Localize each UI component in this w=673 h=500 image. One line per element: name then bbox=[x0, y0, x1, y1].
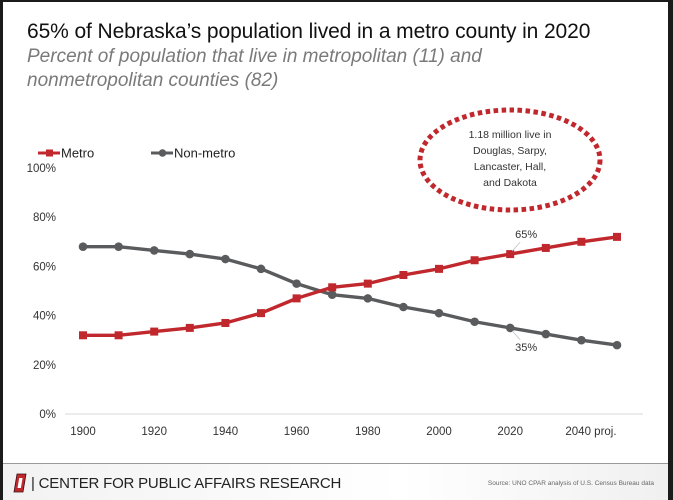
data-point bbox=[114, 331, 123, 340]
series-line bbox=[81, 235, 619, 337]
data-point bbox=[328, 283, 337, 292]
y-tick-label: 0% bbox=[39, 409, 56, 421]
annotations: 65% 35% bbox=[511, 229, 537, 354]
data-point bbox=[577, 237, 586, 246]
data-point bbox=[327, 290, 337, 299]
series-layer bbox=[78, 232, 622, 350]
data-point bbox=[221, 254, 230, 264]
data-point bbox=[470, 317, 479, 327]
callout-text-line: and Dakota bbox=[483, 177, 537, 189]
chart-subtitle: Percent of population that live in metro… bbox=[27, 46, 482, 91]
data-point bbox=[399, 271, 408, 280]
data-point bbox=[506, 250, 515, 259]
data-point bbox=[434, 308, 444, 318]
annotation-label: 35% bbox=[515, 342, 537, 354]
callout-dotted-border bbox=[417, 107, 603, 213]
line-chart: 0% 20% 40% 60% 80% 100% 1900 1920 1940 1960 1980 2… bbox=[27, 107, 643, 438]
x-tick-label: 1960 bbox=[284, 426, 310, 438]
series-line bbox=[81, 245, 619, 347]
y-tick-label: 40% bbox=[33, 311, 56, 323]
data-point bbox=[221, 318, 230, 327]
data-point bbox=[541, 243, 550, 252]
legend: Metro Non-metro bbox=[38, 146, 235, 161]
data-point bbox=[292, 294, 301, 303]
series-metro bbox=[79, 232, 621, 340]
annotation-leader-line bbox=[511, 241, 521, 252]
y-tick-label: 80% bbox=[33, 212, 56, 224]
data-point bbox=[505, 323, 515, 333]
chart-card: 65% of Nebraska’s population lived in a … bbox=[3, 2, 668, 500]
annotation-label: 65% bbox=[515, 229, 537, 241]
callout-text-line: Douglas, Sarpy, bbox=[473, 145, 547, 157]
y-axis: 0% 20% 40% 60% 80% 100% bbox=[27, 163, 56, 421]
legend-label: Metro bbox=[61, 146, 94, 161]
source-note: Source: UNO CPAR analysis of U.S. Census… bbox=[487, 480, 654, 487]
data-point bbox=[114, 242, 123, 252]
x-tick-label: 1920 bbox=[141, 426, 167, 438]
data-point bbox=[292, 279, 301, 288]
chart-title: 65% of Nebraska’s population lived in a … bbox=[27, 20, 591, 43]
data-point bbox=[79, 331, 87, 340]
legend-label: Non-metro bbox=[174, 146, 235, 161]
series-non-metro bbox=[78, 242, 622, 350]
data-point bbox=[78, 242, 88, 252]
data-point bbox=[577, 335, 586, 345]
annotation-leader-line bbox=[511, 330, 521, 341]
data-point bbox=[470, 256, 479, 265]
x-tick-label: 1940 bbox=[213, 426, 239, 438]
data-point bbox=[185, 323, 194, 332]
footer: | CENTER FOR PUBLIC AFFAIRS RESEARCH Sou… bbox=[3, 463, 668, 500]
x-tick-label: 2020 bbox=[497, 426, 523, 438]
callout-text-line: 1.18 million live in bbox=[469, 129, 552, 141]
x-axis: 1900 1920 1940 1960 1980 2000 2020 2040 proj. bbox=[70, 426, 616, 438]
y-tick-label: 60% bbox=[33, 261, 56, 273]
x-tick-label: 2040 proj. bbox=[565, 426, 616, 438]
legend-marker-circle bbox=[158, 149, 167, 157]
data-point bbox=[185, 249, 195, 259]
data-point bbox=[613, 232, 621, 241]
data-point bbox=[150, 327, 159, 336]
x-tick-label: 2000 bbox=[426, 426, 452, 438]
data-point bbox=[363, 279, 372, 288]
callout-bubble: 1.18 million live in Douglas, Sarpy, Lanca… bbox=[417, 107, 603, 213]
data-point bbox=[435, 264, 443, 273]
callout-text-line: Lancaster, Hall, bbox=[474, 161, 546, 173]
uno-logo-icon bbox=[13, 473, 27, 493]
organization-name: | CENTER FOR PUBLIC AFFAIRS RESEARCH bbox=[31, 475, 342, 492]
data-point bbox=[541, 329, 551, 339]
data-point bbox=[363, 294, 373, 303]
data-point bbox=[149, 246, 159, 255]
data-point bbox=[256, 264, 266, 274]
legend-marker-square bbox=[46, 149, 53, 157]
data-point bbox=[399, 302, 408, 312]
legend-item-metro: Metro bbox=[38, 146, 94, 161]
legend-item-non-metro: Non-metro bbox=[151, 146, 235, 161]
data-point bbox=[257, 309, 265, 318]
x-tick-label: 1900 bbox=[70, 426, 96, 438]
y-tick-label: 20% bbox=[33, 360, 56, 372]
y-tick-label: 100% bbox=[27, 163, 56, 175]
x-tick-label: 1980 bbox=[355, 426, 381, 438]
data-point bbox=[612, 340, 622, 350]
